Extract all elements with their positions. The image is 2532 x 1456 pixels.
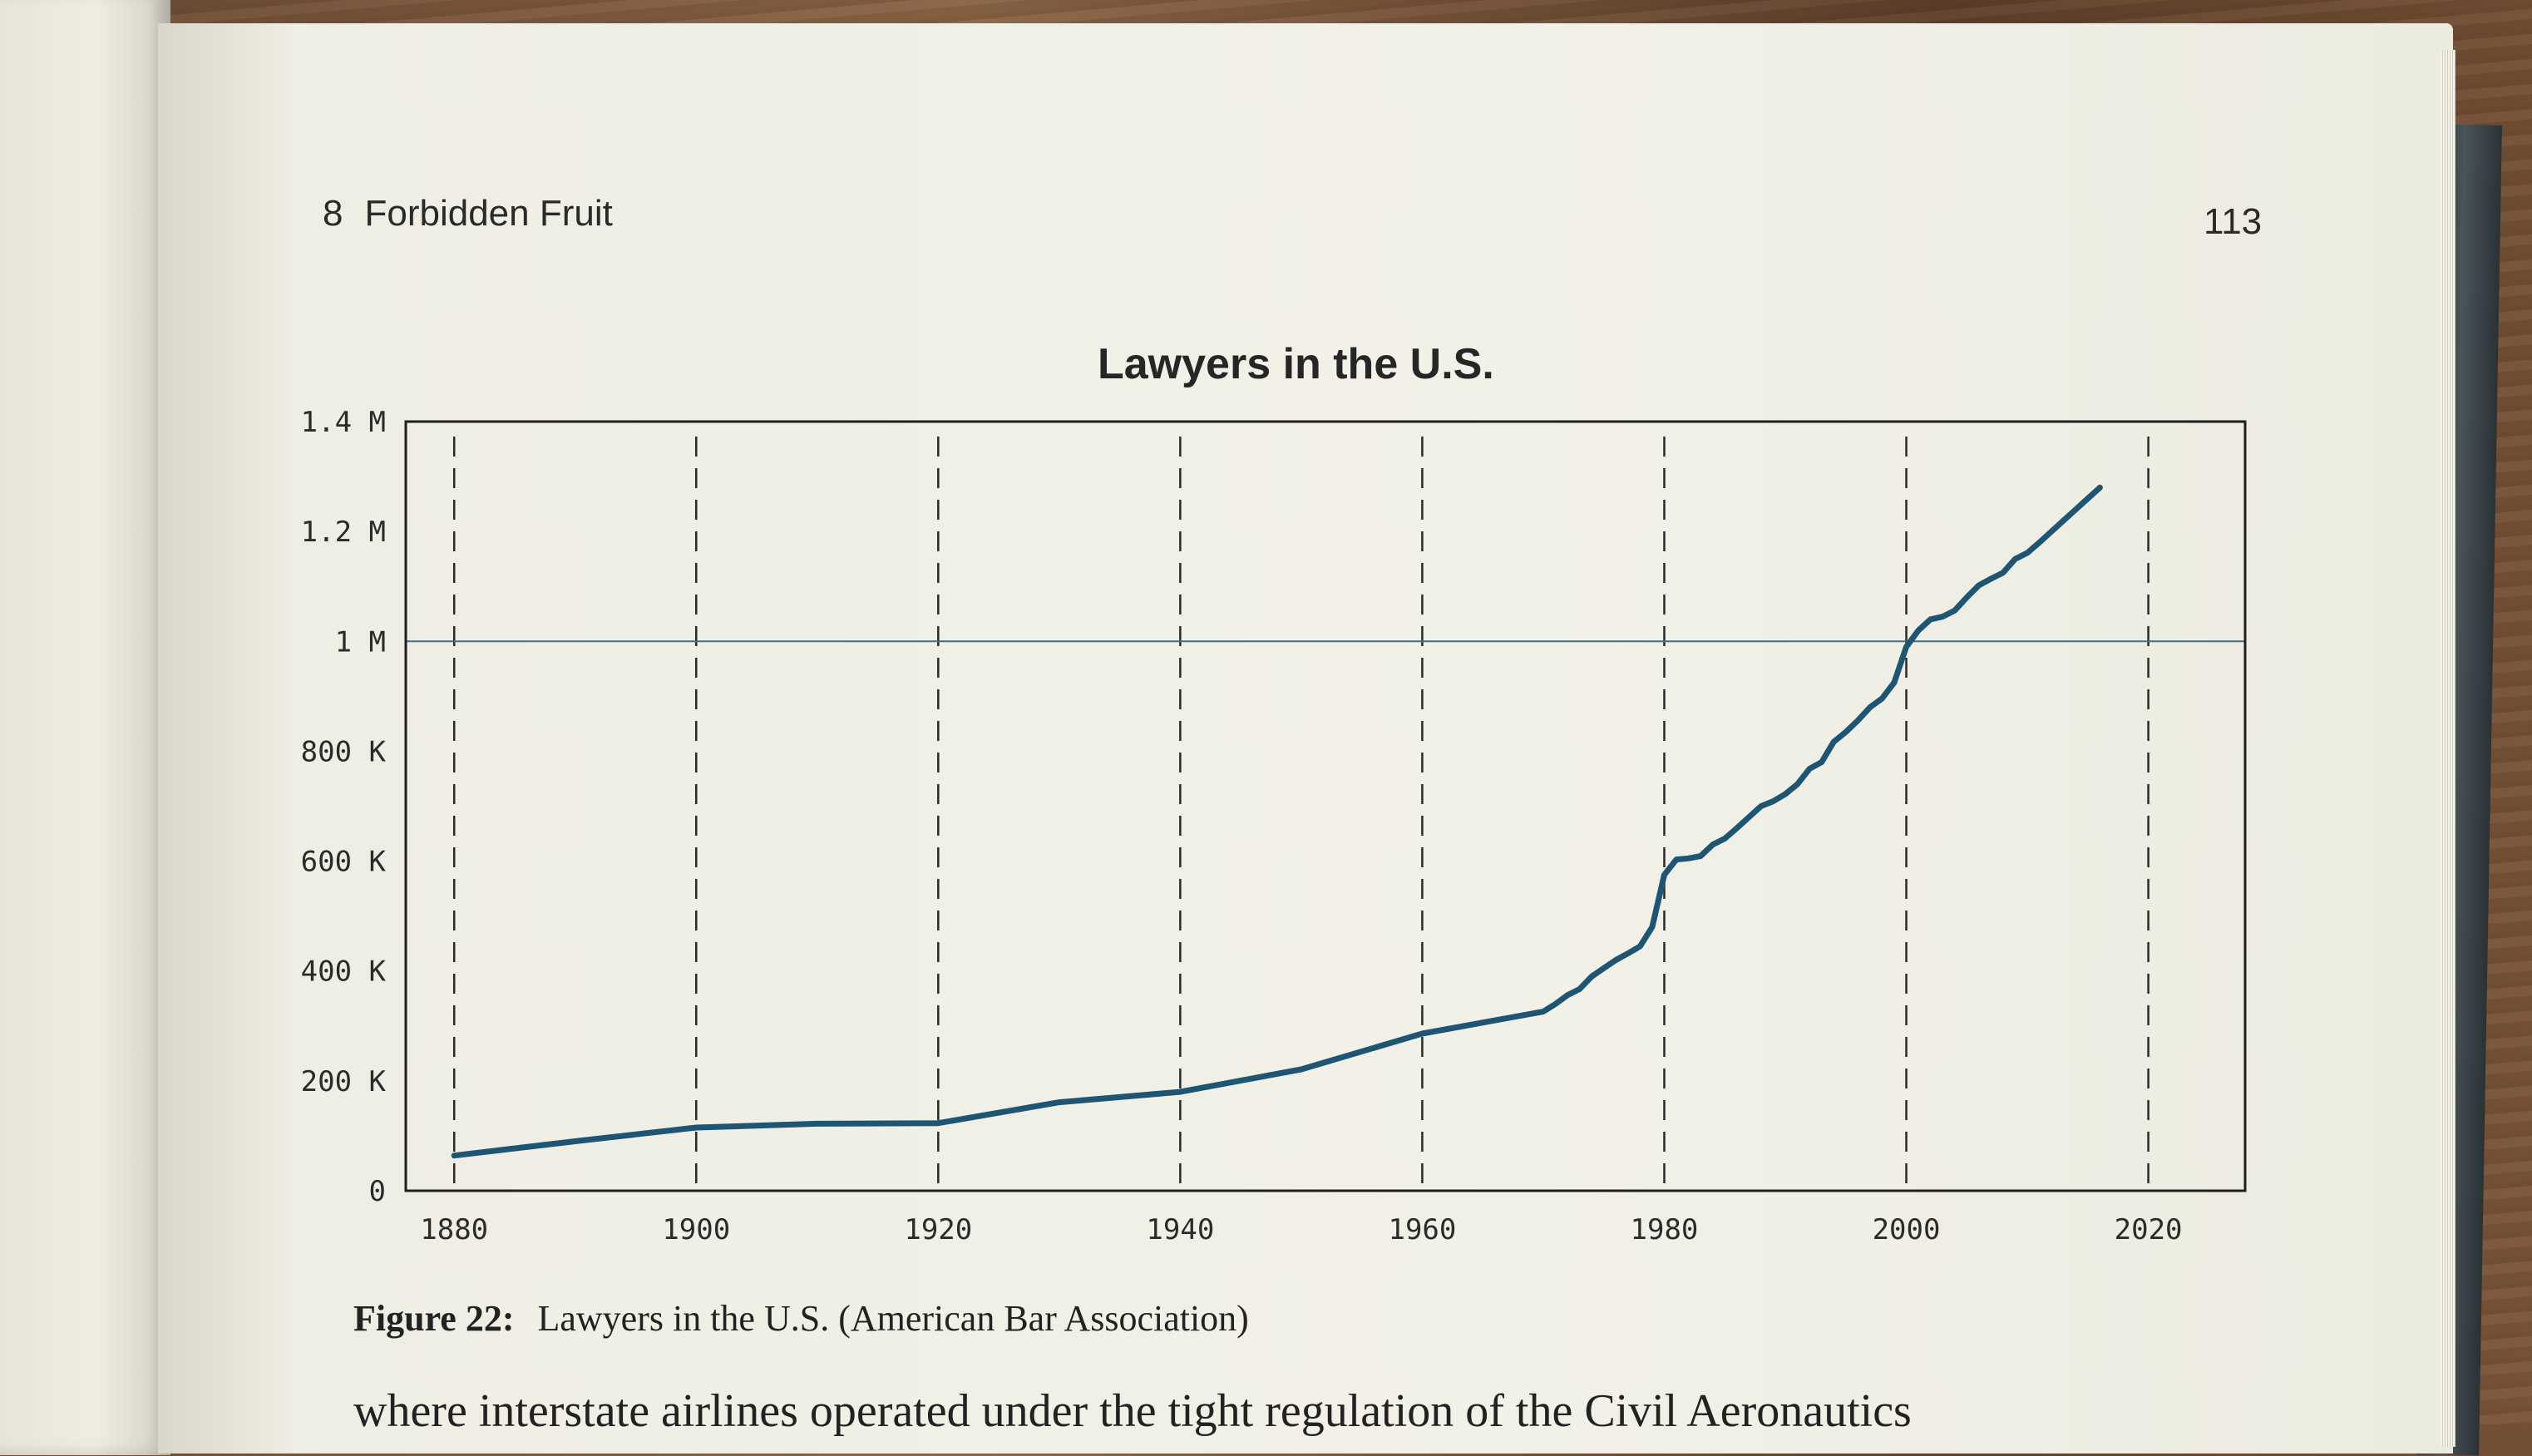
line-chart: 0 200 K 400 K 600 K 800 K 1 M 1.2 M 1.4 M 1880 1… bbox=[0, 0, 2532, 1424]
x-tick-label: 1960 bbox=[1388, 1213, 1456, 1246]
x-tick-label: 1880 bbox=[420, 1213, 488, 1246]
figure-caption: Figure 22: Lawyers in the U.S. (American … bbox=[353, 1297, 1249, 1340]
x-tick-label: 1980 bbox=[1631, 1213, 1699, 1246]
plot-frame bbox=[406, 422, 2245, 1191]
caption-text: Lawyers in the U.S. (American Bar Associ… bbox=[538, 1298, 1249, 1339]
x-tick-label: 1920 bbox=[904, 1213, 972, 1246]
y-tick-label: 800 K bbox=[301, 735, 387, 768]
body-text-line: where interstate airlines operated under… bbox=[353, 1384, 1912, 1438]
x-tick-label: 1900 bbox=[662, 1213, 730, 1246]
x-tick-label: 2020 bbox=[2115, 1213, 2183, 1246]
x-tick-label: 2000 bbox=[1873, 1213, 1941, 1246]
y-tick-label: 0 bbox=[369, 1175, 386, 1208]
y-tick-label: 1.4 M bbox=[301, 406, 386, 439]
caption-label: Figure 22: bbox=[353, 1298, 515, 1339]
y-tick-label: 400 K bbox=[301, 955, 387, 989]
y-tick-label: 1 M bbox=[335, 625, 386, 659]
x-tick-label: 1940 bbox=[1146, 1213, 1214, 1246]
series-line-0 bbox=[454, 487, 2100, 1155]
y-tick-label: 1.2 M bbox=[301, 516, 386, 549]
y-tick-label: 600 K bbox=[301, 846, 387, 879]
y-tick-label: 200 K bbox=[301, 1065, 387, 1098]
